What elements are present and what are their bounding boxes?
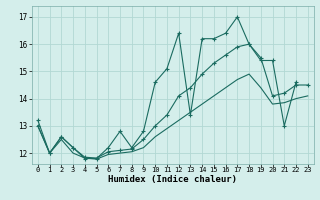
X-axis label: Humidex (Indice chaleur): Humidex (Indice chaleur) (108, 175, 237, 184)
